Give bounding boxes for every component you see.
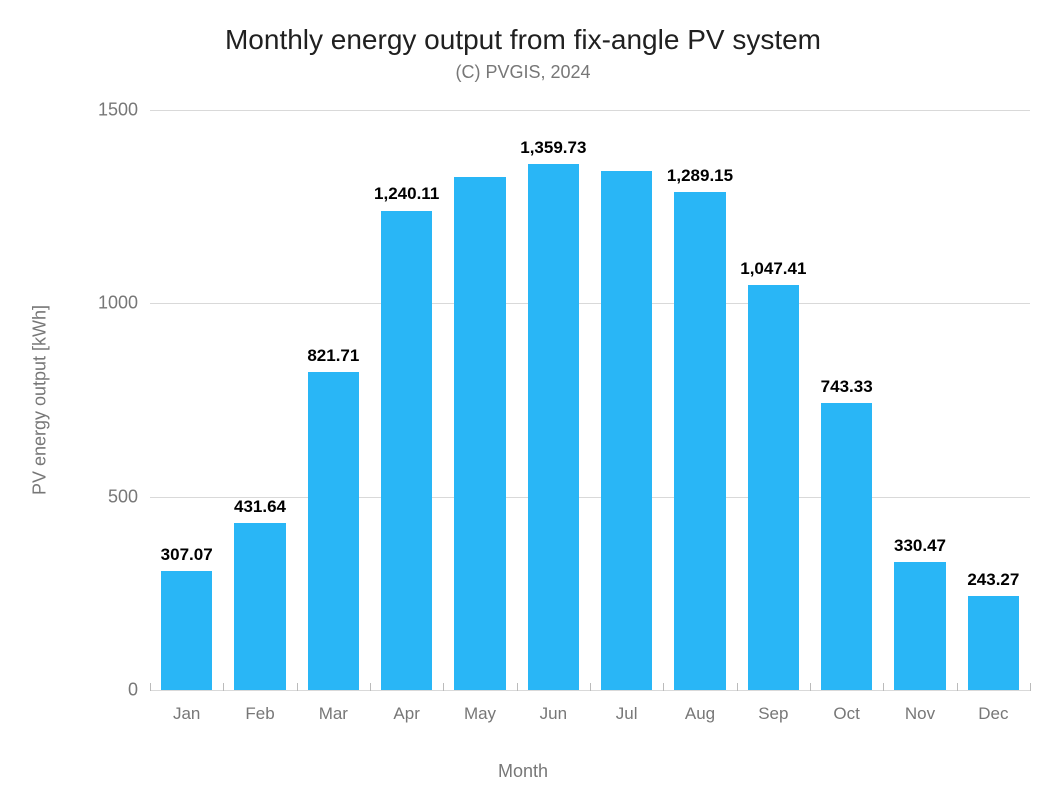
y-axis-title: PV energy output [kWh]	[30, 305, 51, 495]
x-tick-mark	[590, 683, 591, 691]
y-tick-label: 0	[128, 680, 138, 701]
bar-value-label: 743.33	[821, 377, 873, 397]
x-tick-mark	[370, 683, 371, 691]
x-tick-label: Feb	[245, 704, 274, 724]
bar-value-label: 1,240.11	[374, 184, 439, 204]
x-tick-label: Apr	[393, 704, 419, 724]
x-tick-mark	[663, 683, 664, 691]
bar	[308, 372, 359, 690]
x-tick-mark	[957, 683, 958, 691]
bar	[454, 177, 505, 690]
y-tick-label: 1000	[98, 293, 138, 314]
gridline	[150, 110, 1030, 111]
bar	[821, 403, 872, 690]
plot-area: 050010001500307.07Jan431.64Feb821.71Mar1…	[150, 110, 1030, 690]
bar	[601, 171, 652, 690]
y-tick-label: 1500	[98, 100, 138, 121]
bar-value-label: 431.64	[234, 497, 286, 517]
bar	[234, 523, 285, 690]
x-tick-mark	[810, 683, 811, 691]
x-tick-mark	[517, 683, 518, 691]
x-tick-label: Jun	[540, 704, 567, 724]
bar	[968, 596, 1019, 690]
x-tick-label: Oct	[833, 704, 859, 724]
y-tick-label: 500	[108, 486, 138, 507]
bar	[161, 571, 212, 690]
bar	[381, 211, 432, 691]
x-tick-label: Jul	[616, 704, 638, 724]
bar-value-label: 330.47	[894, 536, 946, 556]
x-tick-label: Jan	[173, 704, 200, 724]
bar	[748, 285, 799, 690]
bar-value-label: 1,289.15	[667, 166, 733, 186]
x-tick-label: Aug	[685, 704, 715, 724]
x-tick-mark	[1030, 683, 1031, 691]
x-tick-mark	[150, 683, 151, 691]
bar-value-label: 307.07	[161, 545, 213, 565]
x-tick-label: May	[464, 704, 496, 724]
x-tick-label: Nov	[905, 704, 935, 724]
chart-title: Monthly energy output from fix-angle PV …	[0, 24, 1046, 56]
bar-value-label: 821.71	[307, 346, 359, 366]
x-tick-mark	[443, 683, 444, 691]
bar-value-label: 1,047.41	[740, 259, 806, 279]
x-tick-label: Sep	[758, 704, 788, 724]
x-tick-mark	[223, 683, 224, 691]
bar-value-label: 1,359.73	[520, 138, 586, 158]
gridline	[150, 303, 1030, 304]
x-axis-title: Month	[0, 761, 1046, 782]
x-tick-mark	[737, 683, 738, 691]
x-tick-label: Dec	[978, 704, 1008, 724]
x-tick-mark	[297, 683, 298, 691]
chart-subtitle: (C) PVGIS, 2024	[0, 62, 1046, 83]
bar	[674, 192, 725, 690]
bar	[894, 562, 945, 690]
chart-container: Monthly energy output from fix-angle PV …	[0, 0, 1046, 800]
bar-value-label: 243.27	[967, 570, 1019, 590]
x-tick-mark	[883, 683, 884, 691]
bar	[528, 164, 579, 690]
x-tick-label: Mar	[319, 704, 348, 724]
